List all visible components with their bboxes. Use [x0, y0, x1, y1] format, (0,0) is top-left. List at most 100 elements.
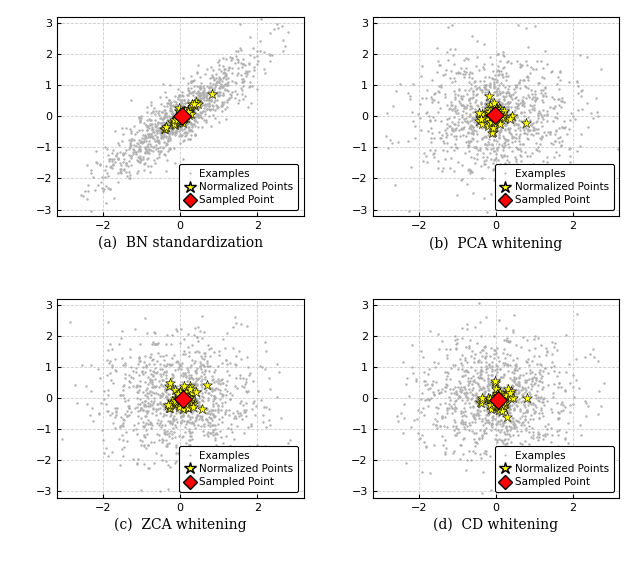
Point: [556, 383, 566, 392]
Point: [489, 176, 499, 185]
Point: [488, 66, 498, 76]
Point: [229, 313, 240, 322]
Point: [460, 419, 470, 428]
Point: [499, 134, 509, 143]
Point: [486, 426, 496, 435]
Point: [172, 120, 182, 129]
Point: [109, 355, 119, 364]
Point: [194, 374, 204, 383]
Point: [492, 61, 502, 70]
Point: [455, 354, 465, 363]
Point: [159, 88, 169, 97]
Point: [360, 79, 370, 88]
Point: [553, 94, 563, 103]
Point: [502, 118, 512, 127]
Point: [552, 108, 562, 117]
Point: [185, 431, 195, 440]
Point: [218, 69, 228, 78]
Point: [507, 138, 517, 147]
Point: [434, 128, 444, 137]
Point: [210, 393, 220, 402]
Point: [542, 397, 552, 406]
Point: [174, 124, 185, 133]
Point: [546, 67, 556, 76]
X-axis label: (a)  BN standardization: (a) BN standardization: [98, 236, 263, 250]
Point: [205, 82, 216, 92]
Point: [523, 124, 533, 133]
Point: [179, 391, 190, 400]
Point: [161, 373, 171, 382]
Point: [463, 367, 473, 376]
Point: [176, 132, 186, 141]
Point: [161, 109, 171, 118]
Point: [416, 346, 426, 355]
Point: [483, 113, 493, 122]
Point: [511, 423, 521, 432]
Point: [182, 363, 192, 372]
Point: [492, 77, 502, 86]
Point: [301, 348, 311, 358]
Point: [494, 114, 504, 123]
Point: [167, 118, 177, 127]
Point: [160, 106, 170, 115]
Point: [419, 376, 429, 386]
Point: [212, 419, 222, 428]
Point: [154, 128, 164, 137]
Point: [190, 98, 200, 108]
Point: [217, 359, 228, 368]
Point: [495, 169, 505, 178]
Point: [240, 92, 250, 101]
Point: [433, 358, 443, 367]
Point: [485, 124, 495, 133]
Point: [435, 133, 445, 142]
Point: [136, 486, 146, 495]
Point: [187, 459, 197, 468]
Point: [509, 372, 520, 382]
Point: [490, 424, 500, 433]
Point: [480, 414, 490, 423]
Point: [499, 406, 509, 415]
Point: [517, 392, 527, 402]
Point: [184, 104, 194, 113]
Point: [135, 154, 145, 163]
Point: [214, 55, 224, 64]
Point: [156, 99, 166, 108]
Point: [495, 391, 506, 400]
Point: [231, 78, 241, 88]
Point: [138, 388, 149, 397]
Point: [133, 157, 143, 166]
Point: [441, 450, 451, 459]
Point: [164, 379, 174, 388]
Point: [172, 387, 182, 396]
Point: [493, 411, 503, 420]
Point: [492, 90, 502, 100]
Point: [583, 53, 593, 62]
Point: [195, 98, 205, 108]
Point: [140, 378, 150, 387]
Point: [487, 365, 497, 374]
Point: [168, 387, 178, 396]
Point: [496, 67, 506, 76]
Point: [243, 387, 253, 396]
Point: [115, 460, 125, 470]
Point: [200, 348, 210, 358]
Point: [456, 113, 466, 122]
Point: [527, 367, 537, 376]
Point: [193, 95, 204, 104]
Point: [155, 418, 165, 427]
Point: [154, 125, 164, 134]
Point: [202, 340, 212, 349]
Point: [272, 392, 282, 402]
Point: [451, 343, 461, 352]
Point: [519, 108, 529, 117]
Point: [444, 122, 454, 131]
Point: [483, 114, 493, 124]
Point: [148, 108, 158, 117]
Point: [171, 398, 181, 407]
Point: [197, 93, 207, 102]
Point: [184, 399, 194, 408]
Point: [516, 62, 526, 71]
Point: [515, 413, 525, 422]
Point: [458, 419, 468, 428]
Point: [174, 91, 185, 100]
